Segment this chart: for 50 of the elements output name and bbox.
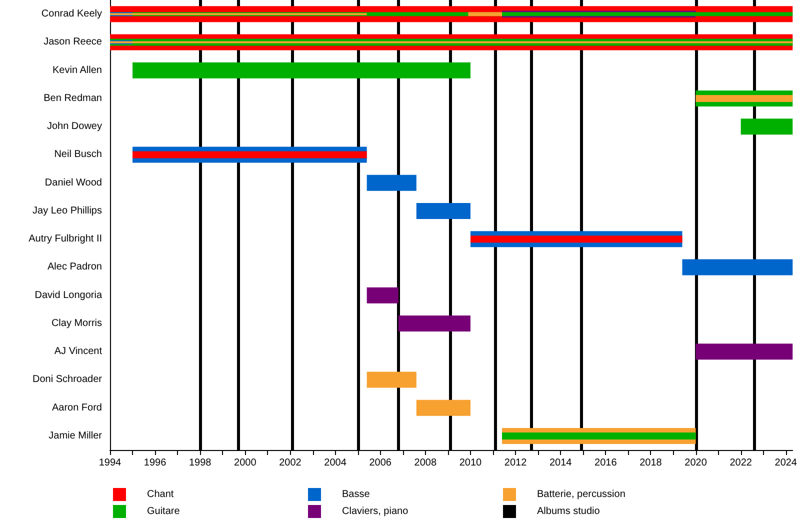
bar: [416, 202, 470, 219]
legend-label: Albums studio: [537, 506, 600, 517]
legend-label: Guitare: [147, 506, 180, 517]
bar: [398, 315, 470, 332]
y-tick-label: David Longoria: [34, 290, 102, 301]
bar: [366, 287, 398, 304]
y-tick-label: Jay Leo Phillips: [32, 205, 102, 216]
x-tick-label: 2024: [774, 458, 798, 468]
legend-label: Chant: [147, 489, 174, 500]
x-tick-label: 1994: [98, 458, 122, 468]
bar: [132, 62, 470, 78]
x-tick-label: 2012: [504, 458, 528, 468]
y-tick-label: John Dowey: [46, 121, 102, 132]
x-tick-label: 2004: [324, 458, 347, 468]
bar: [132, 151, 367, 158]
x-tick-label: 2000: [234, 458, 257, 468]
legend-label: Batterie, percussion: [537, 489, 626, 500]
x-tick-label: 1996: [144, 458, 167, 468]
y-tick-label: Autry Fulbright II: [28, 234, 102, 245]
y-tick-label: Jason Reece: [44, 36, 102, 48]
y-tick-label: Daniel Wood: [44, 177, 102, 188]
y-tick-label: Jamie Miller: [48, 430, 103, 442]
y-tick-label: Alec Padron: [48, 262, 102, 273]
x-tick-label: 2018: [640, 458, 662, 468]
x-tick-label: 2006: [369, 458, 392, 468]
y-tick-label: Aaron Ford: [52, 402, 102, 414]
y-tick-label: Doni Schroader: [32, 374, 103, 386]
y-tick-label: AJ Vincent: [54, 346, 102, 358]
x-tick-label: 2008: [414, 458, 437, 468]
bar: [696, 344, 793, 360]
bar: [682, 259, 793, 276]
legend-label: Basse: [342, 489, 370, 500]
bar: [468, 12, 502, 16]
x-tick-label: 2016: [594, 458, 618, 468]
x-tick-label: 2020: [684, 458, 708, 468]
y-tick-label: Clay Morris: [51, 318, 102, 329]
x-tick-label: 2022: [730, 458, 752, 468]
y-tick-label: Conrad Keely: [41, 8, 102, 20]
bar: [470, 236, 682, 243]
y-tick-label: Neil Busch: [54, 149, 102, 160]
bar: [502, 432, 696, 440]
x-tick-label: 1998: [188, 458, 212, 468]
x-tick-label: 2014: [549, 458, 572, 468]
x-tick-label: 2010: [459, 458, 482, 468]
bar: [740, 118, 793, 135]
x-tick-label: 2002: [279, 458, 302, 468]
legend-label: Claviers, piano: [342, 506, 409, 517]
y-tick-label: Kevin Allen: [52, 64, 102, 76]
bar: [366, 174, 416, 191]
y-tick-label: Ben Redman: [44, 92, 102, 104]
